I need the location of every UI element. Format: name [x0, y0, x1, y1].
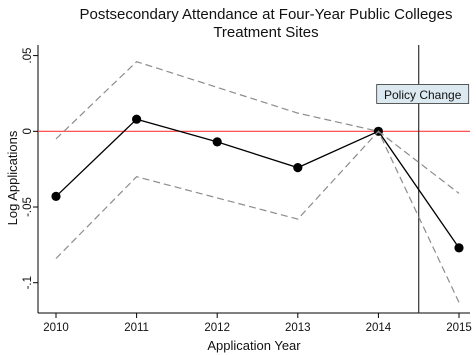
x-tick-label: 2015 [446, 322, 472, 334]
upper-ci-line [55, 60, 460, 194]
estimate-point [132, 114, 142, 124]
chart-subtitle: Treatment Sites [213, 24, 318, 41]
y-tick-label: -.1 [22, 276, 34, 289]
x-tick-label: 2012 [204, 322, 230, 334]
estimate-point [51, 191, 61, 202]
y-axis-label: Log Applications [5, 130, 20, 225]
lower-ci-line [55, 130, 460, 303]
x-tick-label: 2011 [124, 322, 149, 334]
x-ticks: 2010 2011 2012 2013 2014 2015 [43, 313, 472, 334]
y-tick-label: .05 [22, 48, 34, 64]
x-tick-label: 2010 [43, 322, 69, 334]
y-ticks: .05 0 -.05 -.1 [22, 48, 38, 289]
x-tick-label: 2013 [285, 322, 311, 334]
x-tick-label: 2014 [366, 322, 392, 334]
y-tick-label: 0 [22, 128, 34, 134]
policy-change-box [376, 84, 470, 104]
annotation-layer: Policy Change [376, 84, 470, 104]
estimate-line [55, 118, 460, 249]
policy-change-label: Policy Change [384, 88, 462, 102]
estimate-point [293, 163, 303, 173]
series-layer [51, 60, 464, 303]
x-axis-label: Application Year [207, 338, 301, 353]
estimate-point [454, 243, 464, 253]
chart-title: Postsecondary Attendance at Four-Year Pu… [79, 6, 452, 23]
estimate-point [212, 137, 222, 147]
y-tick-label: -.05 [22, 197, 34, 217]
